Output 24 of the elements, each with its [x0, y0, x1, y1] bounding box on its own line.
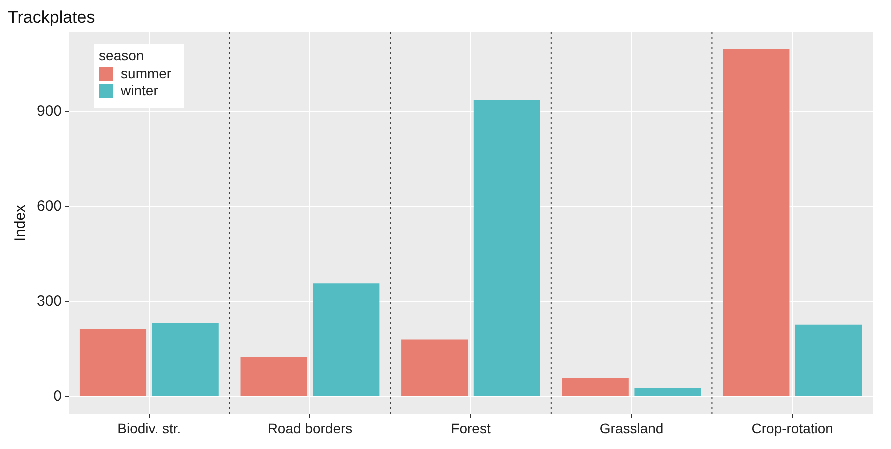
x-tick-label: Road borders [268, 420, 353, 436]
x-tick-label: Biodiv. str. [118, 420, 182, 436]
bar [634, 388, 702, 396]
y-tick-label: 300 [36, 292, 62, 310]
x-tick-label: Crop-rotation [752, 420, 834, 436]
bar [240, 357, 308, 396]
y-axis-title: Index [12, 204, 30, 242]
y-tick-label: 900 [36, 102, 62, 120]
chart-title: Trackplates [8, 8, 96, 27]
bar [723, 49, 790, 396]
bar [562, 378, 629, 396]
bar [152, 322, 219, 396]
x-tick-label: Forest [451, 420, 491, 436]
legend-label: winter [120, 82, 159, 98]
bar [313, 284, 380, 396]
bar [795, 324, 862, 396]
bar [402, 340, 468, 396]
y-tick-label: 0 [54, 388, 62, 405]
y-tick-label: 600 [36, 198, 62, 215]
bar [474, 100, 540, 396]
x-tick-label: Grassland [600, 420, 664, 436]
legend-title: season [99, 47, 144, 64]
bar [80, 328, 147, 396]
legend-label: summer [121, 65, 172, 82]
